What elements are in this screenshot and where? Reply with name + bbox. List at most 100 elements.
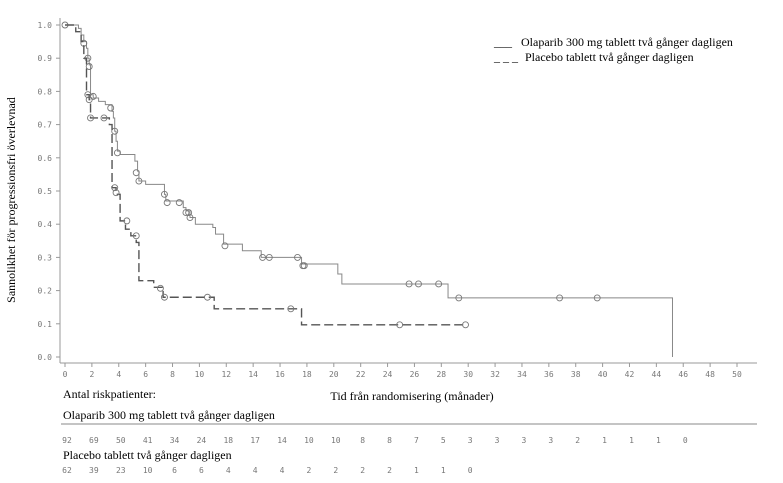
censor-mark: [259, 253, 267, 261]
censor-mark: [204, 293, 211, 301]
at-risk-count: 2: [575, 436, 580, 445]
x-tick-label: 48: [705, 370, 715, 379]
censor-mark: [435, 280, 443, 288]
legend: ___ Olaparib 300 mg tablett två gånger d…: [493, 35, 733, 64]
y-tick-label: 0.0: [38, 353, 53, 362]
y-tick-label: 0.7: [38, 121, 53, 130]
at-risk-count: 50: [116, 436, 126, 445]
x-tick-label: 2: [89, 370, 94, 379]
x-tick-label: 0: [63, 370, 68, 379]
at-risk-count: 2: [360, 466, 365, 475]
at-risk-count: 17: [250, 436, 260, 445]
legend-label-placebo: Placebo tablett två gånger dagligen: [525, 50, 694, 64]
at-risk-count: 62: [62, 466, 72, 475]
censor-mark: [107, 104, 115, 112]
x-tick-label: 36: [544, 370, 554, 379]
at-risk-count: 8: [360, 436, 365, 445]
censor-mark: [186, 214, 194, 222]
censor-mark: [156, 284, 164, 292]
x-tick-label: 14: [248, 370, 258, 379]
censor-mark: [163, 199, 171, 207]
at-risk-count: 4: [226, 466, 231, 475]
risk-table-title: Antal riskpatienter:: [63, 387, 156, 401]
at-risk-count: 4: [280, 466, 285, 475]
censor-mark: [112, 189, 120, 197]
censor-mark: [85, 96, 93, 104]
censor-mark: [287, 305, 295, 313]
censor-mark: [132, 232, 140, 240]
y-tick-label: 1.0: [38, 21, 53, 30]
at-risk-count: 3: [468, 436, 473, 445]
censor-mark: [135, 177, 143, 185]
censor-mark: [161, 293, 168, 301]
censor-mark: [462, 321, 469, 329]
at-risk-count: 18: [223, 436, 233, 445]
at-risk-count: 1: [414, 466, 419, 475]
censor-mark: [100, 114, 108, 122]
censor-mark: [294, 253, 301, 261]
x-tick-label: 6: [143, 370, 148, 379]
at-risk-count: 10: [304, 436, 314, 445]
at-risk-count: 2: [307, 466, 312, 475]
at-risk-count: 1: [656, 436, 661, 445]
x-tick-label: 8: [170, 370, 175, 379]
y-tick-label: 0.1: [38, 320, 53, 329]
censor-mark: [300, 262, 308, 270]
at-risk-count: 6: [199, 466, 204, 475]
censor-mark: [265, 253, 273, 261]
censor-mark: [89, 92, 97, 100]
at-risk-count: 14: [277, 436, 287, 445]
x-tick-label: 46: [678, 370, 688, 379]
x-tick-label: 30: [463, 370, 473, 379]
x-tick-label: 4: [116, 370, 121, 379]
x-tick-label: 16: [275, 370, 285, 379]
y-tick-label: 0.8: [38, 87, 53, 96]
censor-mark: [185, 209, 193, 217]
censor-mark: [455, 294, 463, 302]
at-risk-count: 5: [441, 436, 446, 445]
censor-mark: [396, 321, 404, 329]
x-axis-label: Tid från randomisering (månader): [330, 389, 493, 403]
x-tick-label: 50: [732, 370, 742, 379]
at-risk-count: 1: [629, 436, 634, 445]
censor-mark: [175, 199, 183, 207]
at-risk-count: 3: [522, 436, 527, 445]
survival-curves: [61, 21, 673, 357]
risk-row-placebo: 62 39 23 10 6 6 4 4 4 2 2 2 2 1 1 0: [62, 466, 473, 475]
at-risk-count: 39: [89, 466, 99, 475]
at-risk-count: 0: [683, 436, 688, 445]
at-risk-count: 92: [62, 436, 72, 445]
x-tick-label: 44: [652, 370, 662, 379]
risk-row-olaparib: 92 69 50 41 34 24 18 17 14 10 10 8 8 7 5 3 3 3 3 2 1 1 1 0: [62, 436, 688, 445]
risk-table: Antal riskpatienter: Olaparib 300 mg tab…: [61, 387, 757, 475]
x-tick-label: 32: [490, 370, 500, 379]
at-risk-count: 69: [89, 436, 99, 445]
at-risk-count: 24: [197, 436, 207, 445]
x-tick-label: 38: [571, 370, 581, 379]
at-risk-count: 34: [170, 436, 180, 445]
y-tick-label: 0.2: [38, 287, 53, 296]
censor-mark: [221, 242, 229, 250]
censor-mark: [87, 114, 94, 122]
legend-label-olaparib: Olaparib 300 mg tablett två gånger dagli…: [521, 35, 733, 49]
x-tick-label: 28: [436, 370, 446, 379]
y-tick-label: 0.4: [38, 220, 53, 229]
censor-mark: [556, 294, 564, 302]
y-axis-label: Sannolikhet för progressionsfri överlevn…: [4, 97, 18, 303]
x-tick-label: 26: [410, 370, 420, 379]
risk-label-placebo: Placebo tablett två gånger dagligen: [63, 448, 232, 462]
at-risk-count: 10: [143, 466, 153, 475]
censor-mark: [405, 280, 413, 288]
legend-mark-placebo: _ _ _: [493, 50, 519, 64]
censor-mark: [111, 127, 119, 135]
censor-mark: [182, 209, 190, 217]
censor-mark: [85, 63, 93, 70]
censor-mark: [161, 190, 168, 198]
at-risk-count: 7: [414, 436, 419, 445]
at-risk-count: 0: [468, 466, 473, 475]
at-risk-count: 10: [331, 436, 341, 445]
censor-mark: [111, 184, 119, 192]
at-risk-count: 6: [172, 466, 177, 475]
x-tick-label: 22: [356, 370, 366, 379]
